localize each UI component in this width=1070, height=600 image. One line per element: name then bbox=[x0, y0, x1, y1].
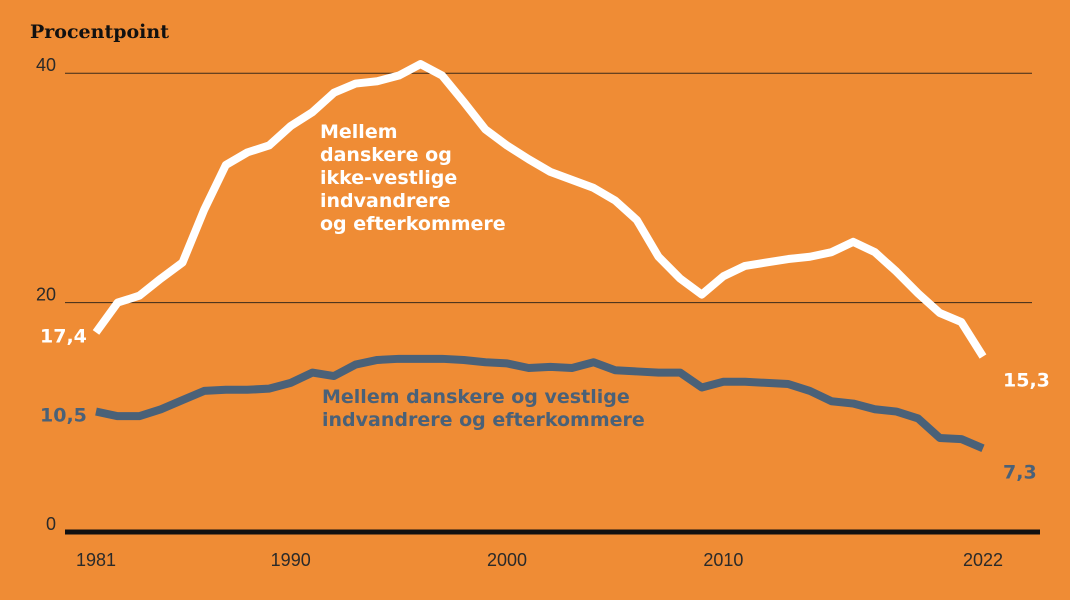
value-label: 10,5 bbox=[40, 405, 87, 427]
x-tick-label: 2000 bbox=[487, 550, 527, 570]
series-line bbox=[95, 354, 985, 452]
x-tick-label: 1990 bbox=[271, 550, 311, 570]
x-tick-label: 2022 bbox=[963, 550, 1003, 570]
chart-title: Procentpoint bbox=[30, 21, 169, 43]
y-tick-label: 40 bbox=[36, 55, 56, 75]
series-annotation: Mellem danskere og vestlige indvandrere … bbox=[322, 386, 645, 431]
value-label: 7,3 bbox=[1003, 461, 1037, 483]
series-line bbox=[92, 60, 987, 359]
series-annotation: Mellem danskere og ikke-vestlige indvand… bbox=[320, 121, 506, 235]
x-tick-label: 1981 bbox=[76, 550, 116, 570]
x-tick-label: 2010 bbox=[703, 550, 743, 570]
value-label: 15,3 bbox=[1003, 370, 1050, 392]
y-tick-label: 0 bbox=[46, 514, 56, 534]
value-label: 17,4 bbox=[40, 325, 87, 347]
y-tick-label: 20 bbox=[36, 285, 56, 305]
